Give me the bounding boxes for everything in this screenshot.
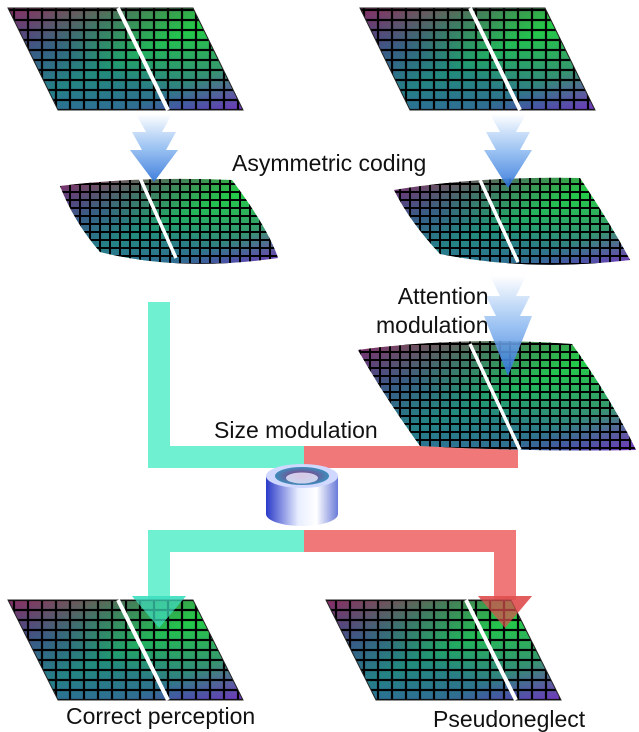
attention-modulation-label: Attention modulation	[376, 282, 489, 340]
down-arrow-right-2	[484, 276, 532, 376]
stimulus-bottom-left	[7, 599, 244, 701]
left-pathway-vertical	[148, 302, 170, 466]
stimulus-middle-right	[394, 177, 630, 265]
left-output-horizontal	[148, 530, 304, 552]
left-output-arrowhead-overlay	[132, 596, 186, 628]
down-arrow-icon	[130, 114, 532, 376]
right-output-horizontal	[304, 530, 516, 552]
left-pathway-horizontal	[148, 446, 308, 468]
stimulus-bottom-right	[325, 599, 562, 701]
correct-perception-label: Correct perception	[66, 703, 256, 729]
pseudoneglect-label: Pseudoneglect	[433, 706, 586, 732]
stimulus-attention-modulated	[358, 341, 636, 451]
asymmetric-coding-label: Asymmetric coding	[232, 150, 427, 176]
down-arrow-right-1	[484, 114, 532, 188]
attention-modulation-line2: modulation	[376, 312, 489, 338]
size-modulation-label: Size modulation	[214, 417, 378, 443]
right-output-arrowhead-overlay	[478, 596, 532, 628]
down-arrow-left	[130, 114, 178, 182]
cylinder-icon	[266, 464, 338, 526]
stimulus-middle-left	[60, 177, 278, 264]
left-pathway	[132, 302, 308, 628]
attention-modulation-line1: Attention	[397, 283, 489, 309]
stimulus-top-right	[359, 7, 596, 111]
left-output-vertical	[148, 530, 170, 600]
right-pathway-horizontal	[304, 446, 518, 468]
right-output-vertical	[494, 530, 516, 600]
stimulus-top-left	[7, 7, 244, 111]
